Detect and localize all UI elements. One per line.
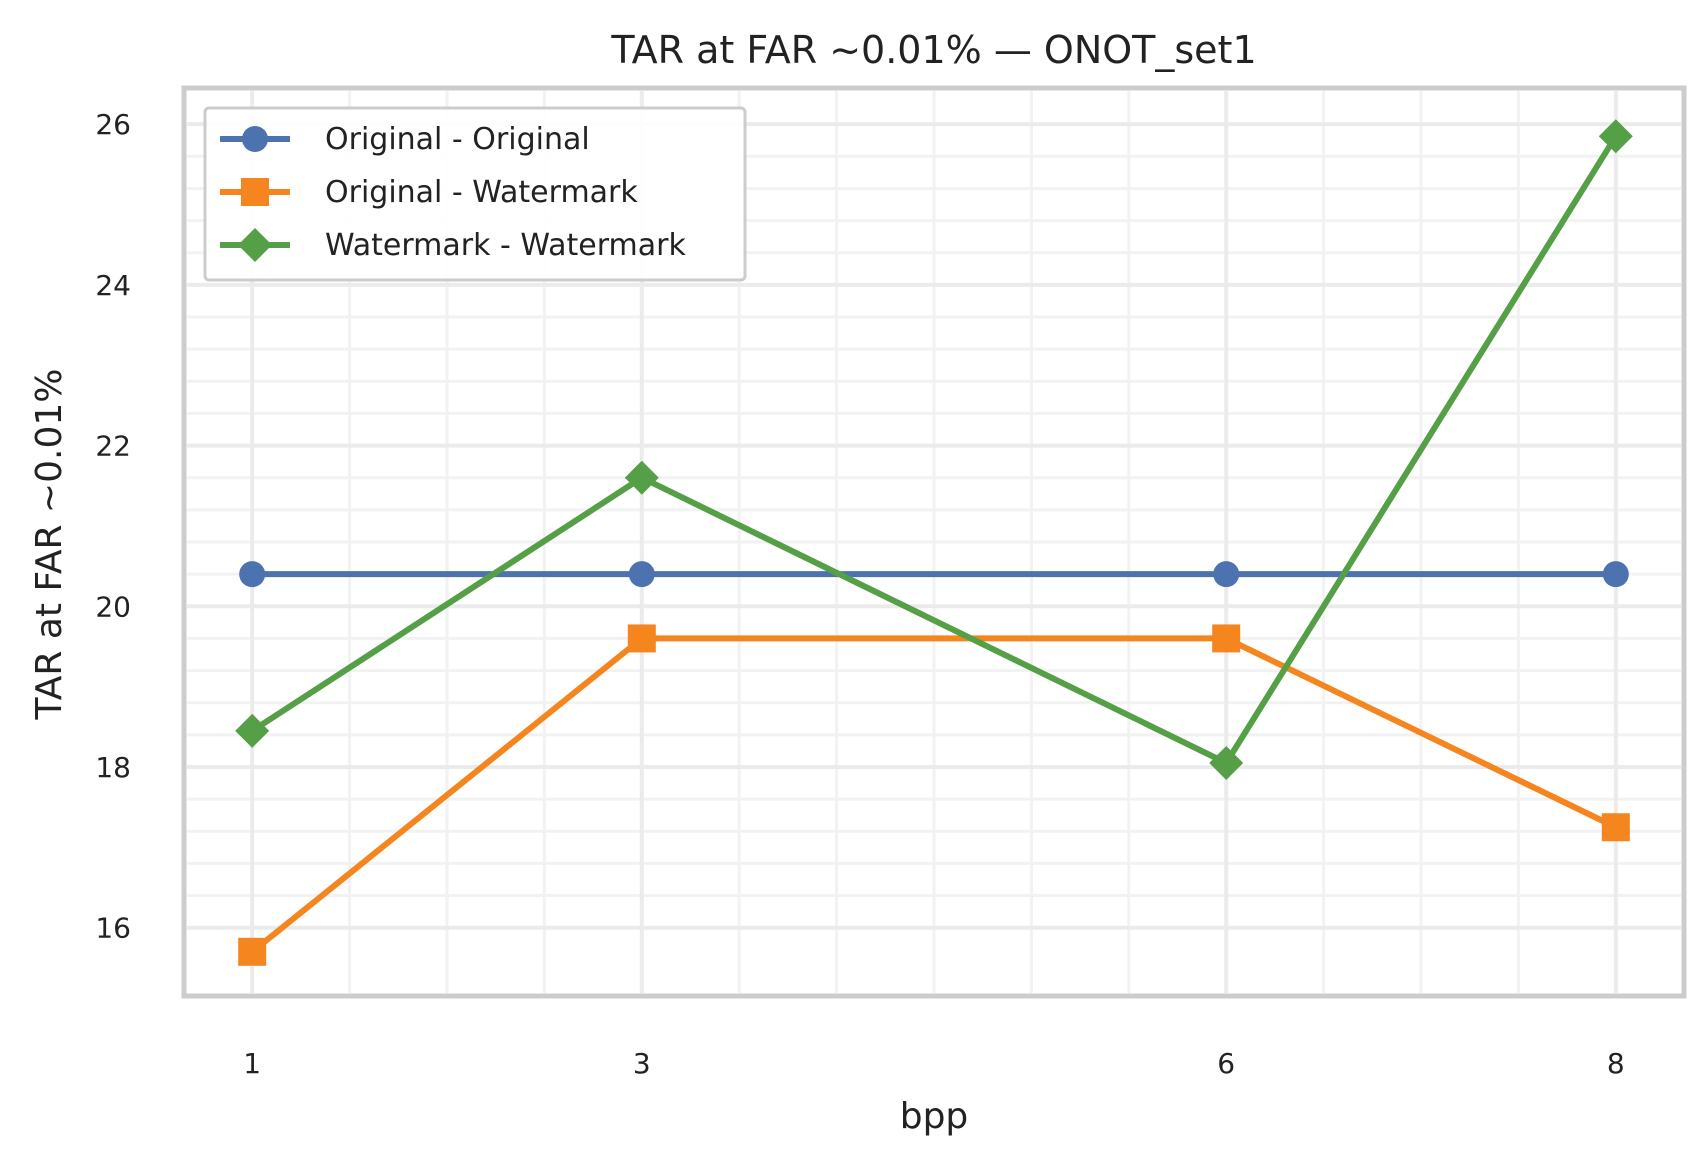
data-point xyxy=(1598,119,1633,154)
x-tick-label: 1 xyxy=(243,1047,261,1080)
plot-frame xyxy=(181,85,1687,999)
data-point xyxy=(235,713,270,748)
legend-swatch-marker xyxy=(241,178,269,206)
legend-item: Original - Watermark xyxy=(220,175,638,210)
series-2 xyxy=(238,624,1630,966)
data-point xyxy=(239,561,266,588)
data-point xyxy=(1602,561,1629,588)
legend-label: Original - Watermark xyxy=(325,175,638,210)
y-tick-label: 18 xyxy=(95,751,131,784)
x-axis-label: bpp xyxy=(900,1096,969,1137)
series-3 xyxy=(235,119,1633,780)
chart-title: TAR at FAR ~0.01% — ONOT_set1 xyxy=(610,28,1256,72)
y-tick-label: 22 xyxy=(95,430,131,463)
x-tick-label: 6 xyxy=(1217,1047,1235,1080)
legend-box xyxy=(203,106,747,282)
data-point xyxy=(1212,624,1241,653)
legend-label: Watermark - Watermark xyxy=(325,228,686,263)
data-point xyxy=(1601,813,1630,842)
data-point xyxy=(1213,561,1240,588)
legend-item: Watermark - Watermark xyxy=(220,228,686,263)
legend: Original - Original Original - Watermark W… xyxy=(203,106,747,282)
data-point xyxy=(1209,745,1244,780)
legend-swatch-marker xyxy=(242,126,268,152)
legend-item: Original - Original xyxy=(220,122,590,157)
tick-labels: 1 3 6 8 16 18 20 22 24 26 xyxy=(95,108,1624,1080)
data-point xyxy=(624,460,659,495)
data-point xyxy=(627,624,656,653)
y-tick-label: 24 xyxy=(95,269,131,302)
y-axis-label: TAR at FAR ~0.01% xyxy=(29,369,70,721)
data-point xyxy=(628,561,655,588)
series-line xyxy=(249,133,1619,766)
y-tick-label: 26 xyxy=(95,108,131,141)
series-line xyxy=(249,635,1619,955)
x-tick-label: 8 xyxy=(1607,1047,1625,1080)
y-tick-label: 20 xyxy=(95,590,131,623)
y-tick-label: 16 xyxy=(95,912,131,945)
legend-label: Original - Original xyxy=(325,122,590,157)
data-point xyxy=(238,937,267,966)
series-layer xyxy=(235,119,1633,966)
series-1 xyxy=(239,561,1629,588)
legend-swatch-marker xyxy=(238,228,272,262)
x-tick-label: 3 xyxy=(633,1047,651,1080)
